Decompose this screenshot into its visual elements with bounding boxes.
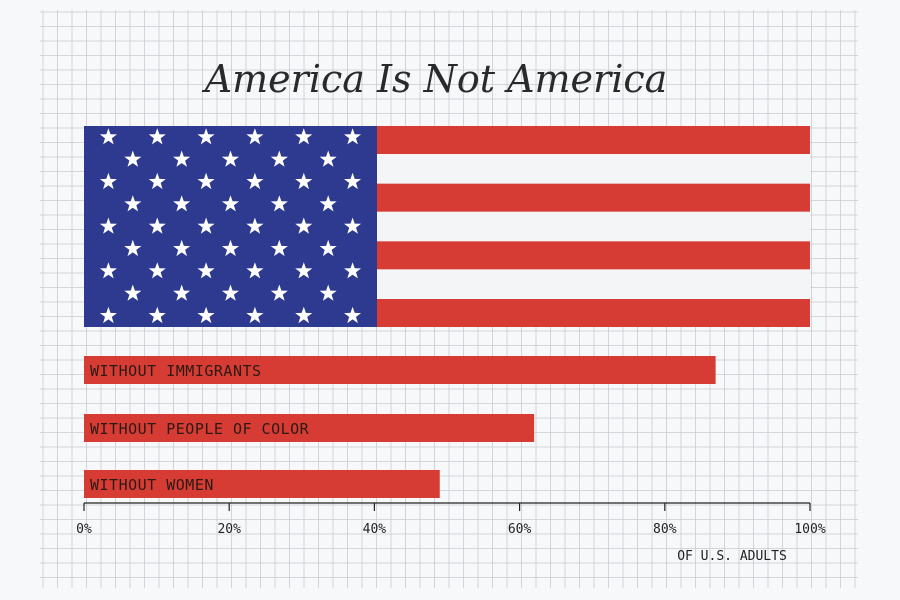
flag-star <box>148 306 166 324</box>
flag-stripe <box>377 241 810 270</box>
flag-stripe <box>377 299 810 327</box>
flag-star <box>173 284 191 301</box>
x-tick-label: 100% <box>794 522 825 537</box>
flag-star <box>197 306 215 324</box>
flag-star <box>124 150 142 167</box>
flag-star <box>148 217 166 234</box>
flag-star <box>246 217 264 234</box>
flag-star <box>270 284 288 301</box>
flag-star <box>173 239 191 257</box>
x-tick-label: 0% <box>76 522 92 537</box>
flag-stripe <box>377 126 810 154</box>
flag-star <box>221 150 240 167</box>
flag-star <box>270 239 288 257</box>
flag-star <box>221 239 240 257</box>
flag-star <box>99 262 117 279</box>
flag-star <box>173 195 191 212</box>
x-axis-title: OF U.S. ADULTS <box>677 549 787 564</box>
flag-star <box>344 262 362 279</box>
flag-star <box>246 262 264 279</box>
bars: WITHOUT IMMIGRANTS WITHOUT PEOPLE OF COLO… <box>84 356 716 498</box>
flag-star <box>319 284 337 301</box>
flag-star <box>197 128 215 145</box>
flag-star <box>197 262 215 279</box>
flag-star <box>295 262 313 279</box>
flag-star <box>319 195 337 212</box>
flag-star <box>246 128 264 145</box>
flag-star <box>270 150 288 167</box>
flag-stripe <box>377 183 810 212</box>
flag-star <box>246 306 264 324</box>
flag-star <box>197 217 215 234</box>
flag-star <box>246 172 264 190</box>
x-tick-label: 40% <box>363 522 387 537</box>
x-tick-label: 20% <box>217 522 241 537</box>
flag-star <box>344 217 362 234</box>
flag-star <box>221 284 240 301</box>
x-axis: 0% 20% 40% 60% 80% 100% <box>76 502 826 537</box>
bar <box>84 470 440 498</box>
flag-bar <box>84 126 810 327</box>
flag-star <box>295 172 313 190</box>
flag-star <box>344 172 362 190</box>
bar-label: WITHOUT IMMIGRANTS <box>90 362 262 380</box>
bar-label: WITHOUT WOMEN <box>90 476 214 494</box>
flag-star <box>99 306 117 324</box>
flag-star <box>148 172 166 190</box>
chart-title: America Is Not America <box>202 57 668 101</box>
flag-star <box>295 128 313 145</box>
flag-star <box>173 150 191 167</box>
bar-label: WITHOUT PEOPLE OF COLOR <box>90 420 310 438</box>
x-tick-label: 60% <box>508 522 532 537</box>
flag-star <box>148 128 166 145</box>
flag-star <box>124 195 142 212</box>
flag-star <box>270 195 288 212</box>
flag-star <box>124 239 142 257</box>
flag-star <box>344 128 362 145</box>
flag-star <box>295 306 313 324</box>
flag-star <box>124 284 142 301</box>
flag-star <box>221 195 240 212</box>
flag-star <box>99 128 117 145</box>
flag-star <box>99 217 117 234</box>
flag-star <box>197 172 215 190</box>
flag-star <box>319 239 337 257</box>
x-tick-label: 80% <box>653 522 677 537</box>
flag-star <box>148 262 166 279</box>
flag-star <box>344 306 362 324</box>
bar <box>84 356 716 384</box>
flag-star <box>319 150 337 167</box>
flag-star <box>295 217 313 234</box>
bar <box>84 414 535 442</box>
flag-star <box>99 172 117 190</box>
